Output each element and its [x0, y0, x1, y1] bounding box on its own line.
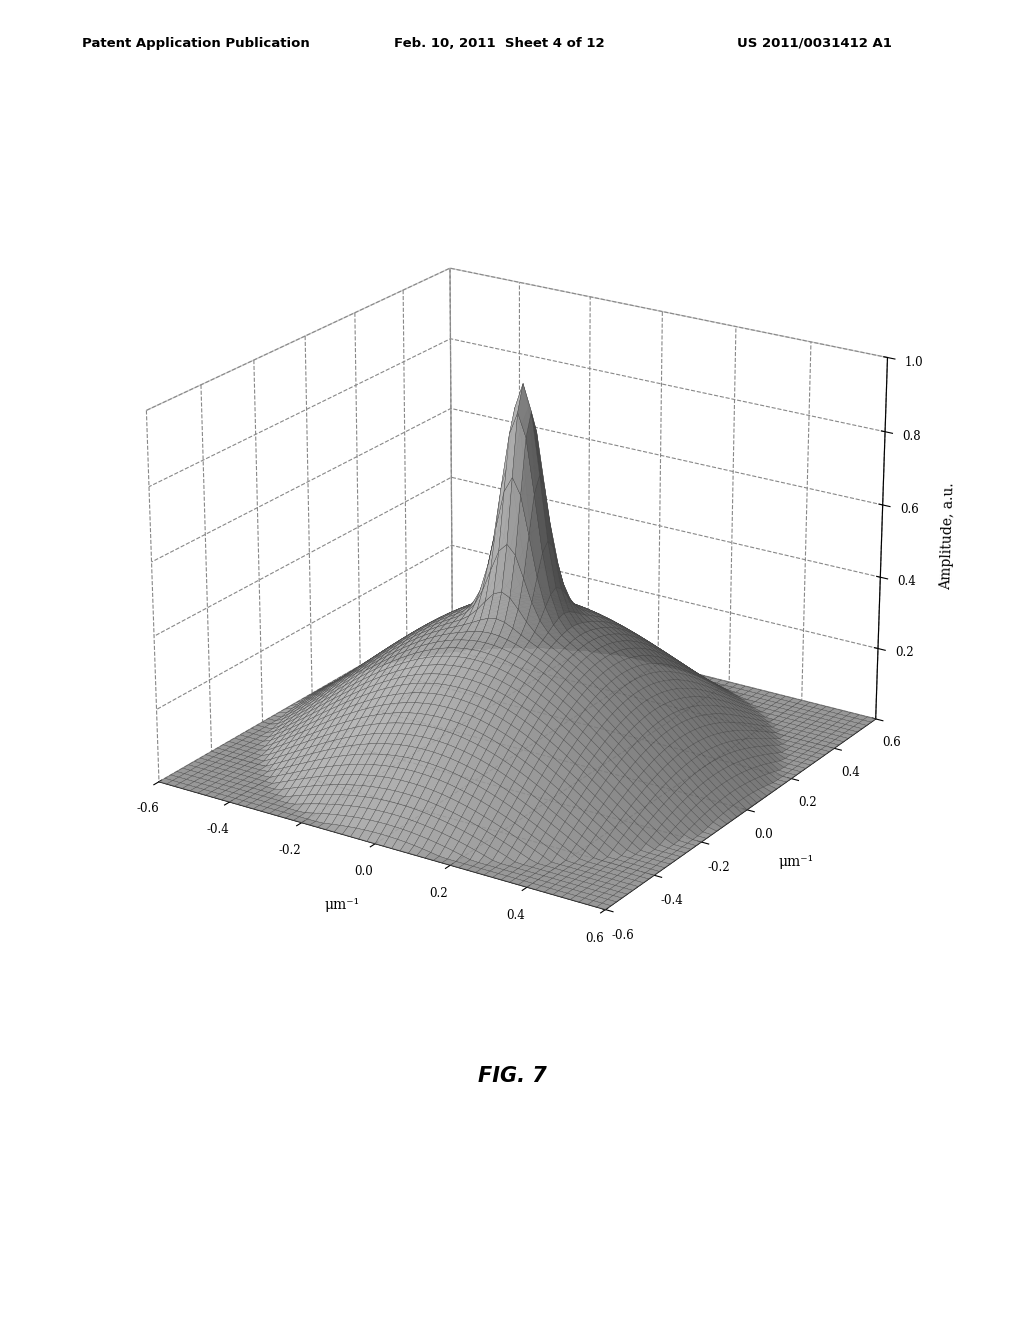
Text: FIG. 7: FIG. 7: [477, 1065, 547, 1086]
Text: Feb. 10, 2011  Sheet 4 of 12: Feb. 10, 2011 Sheet 4 of 12: [394, 37, 605, 50]
Text: US 2011/0031412 A1: US 2011/0031412 A1: [737, 37, 892, 50]
Y-axis label: μm⁻¹: μm⁻¹: [778, 855, 813, 870]
X-axis label: μm⁻¹: μm⁻¹: [325, 898, 359, 912]
Text: Patent Application Publication: Patent Application Publication: [82, 37, 309, 50]
